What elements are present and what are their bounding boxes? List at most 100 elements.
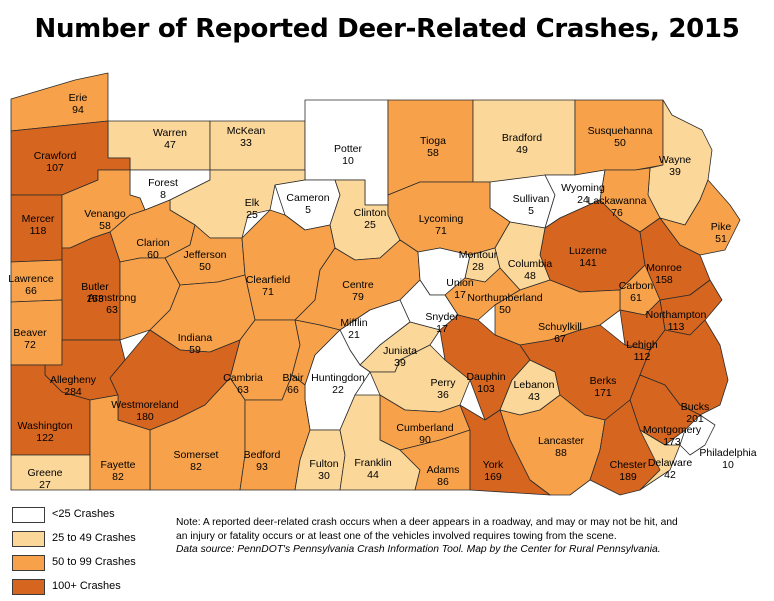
county-name-indiana: Indiana bbox=[178, 332, 213, 344]
county-name-bedford: Bedford bbox=[244, 449, 281, 461]
county-name-carbon: Carbon bbox=[619, 280, 654, 292]
county-name-union: Union bbox=[446, 277, 474, 289]
county-name-somerset: Somerset bbox=[174, 449, 219, 461]
county-value-snyder: 17 bbox=[436, 323, 448, 335]
county-value-northumberland: 50 bbox=[499, 304, 511, 316]
county-name-lebanon: Lebanon bbox=[514, 379, 555, 391]
county-value-bedford: 93 bbox=[256, 461, 268, 473]
map-note: Note: A reported deer-related crash occu… bbox=[176, 516, 766, 557]
county-value-carbon: 61 bbox=[630, 292, 642, 304]
county-name-columbia: Columbia bbox=[508, 258, 553, 270]
county-value-mckean: 33 bbox=[240, 137, 252, 149]
county-value-elk: 25 bbox=[246, 209, 258, 221]
county-name-mercer: Mercer bbox=[22, 213, 55, 225]
county-delaware bbox=[639, 429, 681, 491]
county-value-allegheny: 284 bbox=[64, 386, 82, 398]
county-name-washington: Washington bbox=[17, 420, 72, 432]
county-name-elk: Elk bbox=[245, 197, 260, 209]
county-name-susquehanna: Susquehanna bbox=[588, 125, 653, 137]
county-name-northampton: Northampton bbox=[646, 309, 707, 321]
county-value-cameron: 5 bbox=[305, 204, 311, 216]
county-value-dauphin: 103 bbox=[477, 383, 495, 395]
county-value-luzerne: 141 bbox=[579, 257, 597, 269]
county-value-adams: 86 bbox=[437, 476, 449, 488]
county-name-cambria: Cambria bbox=[223, 372, 263, 384]
county-name-venango: Venango bbox=[84, 208, 126, 220]
legend-swatch-50to99 bbox=[12, 555, 45, 571]
county-value-clearfield: 71 bbox=[262, 286, 274, 298]
county-value-union: 17 bbox=[454, 289, 466, 301]
county-value-mifflin: 21 bbox=[348, 329, 360, 341]
county-name-beaver: Beaver bbox=[13, 327, 47, 339]
legend-swatch-lt25 bbox=[12, 507, 45, 523]
legend-swatch-25to49 bbox=[12, 531, 45, 547]
county-value-erie: 94 bbox=[72, 104, 84, 116]
legend: <25 Crashes 25 to 49 Crashes 50 to 99 Cr… bbox=[12, 505, 172, 601]
county-value-columbia: 48 bbox=[524, 270, 536, 282]
county-name-crawford: Crawford bbox=[34, 150, 77, 162]
county-value-beaver: 72 bbox=[24, 339, 36, 351]
county-name-warren: Warren bbox=[153, 127, 187, 139]
county-value-butler: 153 bbox=[86, 293, 104, 305]
county-name-forest: Forest bbox=[148, 177, 178, 189]
county-value-northampton: 113 bbox=[668, 321, 685, 333]
county-name-mifflin: Mifflin bbox=[340, 317, 367, 329]
county-value-huntingdon: 22 bbox=[332, 384, 344, 396]
legend-item-50to99: 50 to 99 Crashes bbox=[12, 553, 172, 577]
county-value-montgomery: 173 bbox=[663, 436, 681, 448]
map-title: Number of Reported Deer-Related Crashes,… bbox=[34, 14, 740, 44]
county-name-berks: Berks bbox=[590, 375, 617, 387]
county-name-perry: Perry bbox=[430, 377, 456, 389]
county-value-montour: 28 bbox=[472, 261, 484, 273]
county-name-wayne: Wayne bbox=[659, 154, 691, 166]
county-value-lehigh: 112 bbox=[634, 351, 651, 363]
county-value-clinton: 25 bbox=[364, 219, 376, 231]
county-polygons bbox=[10, 72, 741, 496]
legend-label-100plus: 100+ Crashes bbox=[52, 580, 121, 592]
county-name-adams: Adams bbox=[427, 464, 460, 476]
county-name-clarion: Clarion bbox=[136, 237, 169, 249]
county-name-northumberland: Northumberland bbox=[467, 292, 542, 304]
county-value-sullivan: 5 bbox=[528, 205, 534, 217]
county-name-schuylkill: Schuylkill bbox=[538, 321, 582, 333]
county-name-bradford: Bradford bbox=[502, 132, 542, 144]
county-name-cameron: Cameron bbox=[286, 192, 329, 204]
county-name-lycoming: Lycoming bbox=[419, 213, 464, 225]
county-name-armstrong: Armstrong bbox=[88, 292, 137, 304]
county-name-philadelphia: Philadelphia bbox=[699, 447, 756, 459]
county-value-franklin: 44 bbox=[367, 469, 379, 481]
county-value-lebanon: 43 bbox=[528, 391, 540, 403]
county-value-pike: 51 bbox=[715, 233, 727, 245]
county-value-lancaster: 88 bbox=[555, 447, 567, 459]
county-value-susquehanna: 50 bbox=[614, 137, 626, 149]
county-name-york: York bbox=[483, 459, 504, 471]
legend-item-lt25: <25 Crashes bbox=[12, 505, 172, 529]
county-value-lawrence: 66 bbox=[25, 285, 37, 297]
county-name-erie: Erie bbox=[69, 92, 88, 104]
county-value-wyoming: 24 bbox=[577, 194, 589, 206]
county-name-lancaster: Lancaster bbox=[538, 435, 585, 447]
county-name-chester: Chester bbox=[610, 459, 647, 471]
county-value-cumberland: 90 bbox=[419, 434, 431, 446]
legend-item-100plus: 100+ Crashes bbox=[12, 577, 172, 601]
county-value-wayne: 39 bbox=[669, 166, 681, 178]
county-name-clinton: Clinton bbox=[354, 207, 387, 219]
county-value-monroe: 158 bbox=[655, 274, 673, 286]
county-value-centre: 79 bbox=[352, 291, 364, 303]
county-name-lawrence: Lawrence bbox=[8, 273, 54, 285]
county-name-cumberland: Cumberland bbox=[396, 422, 453, 434]
county-value-tioga: 58 bbox=[427, 147, 439, 159]
county-value-cambria: 63 bbox=[237, 384, 249, 396]
county-value-fayette: 82 bbox=[112, 471, 124, 483]
county-name-lehigh: Lehigh bbox=[626, 339, 658, 351]
county-name-fulton: Fulton bbox=[309, 458, 338, 470]
county-value-westmoreland: 180 bbox=[136, 411, 154, 423]
county-name-westmoreland: Westmoreland bbox=[111, 399, 179, 411]
county-name-butler: Butler bbox=[81, 281, 109, 293]
county-name-sullivan: Sullivan bbox=[513, 193, 550, 205]
county-name-potter: Potter bbox=[334, 143, 363, 155]
county-value-potter: 10 bbox=[342, 155, 354, 167]
county-value-indiana: 59 bbox=[189, 344, 201, 356]
county-name-juniata: Juniata bbox=[383, 345, 417, 357]
